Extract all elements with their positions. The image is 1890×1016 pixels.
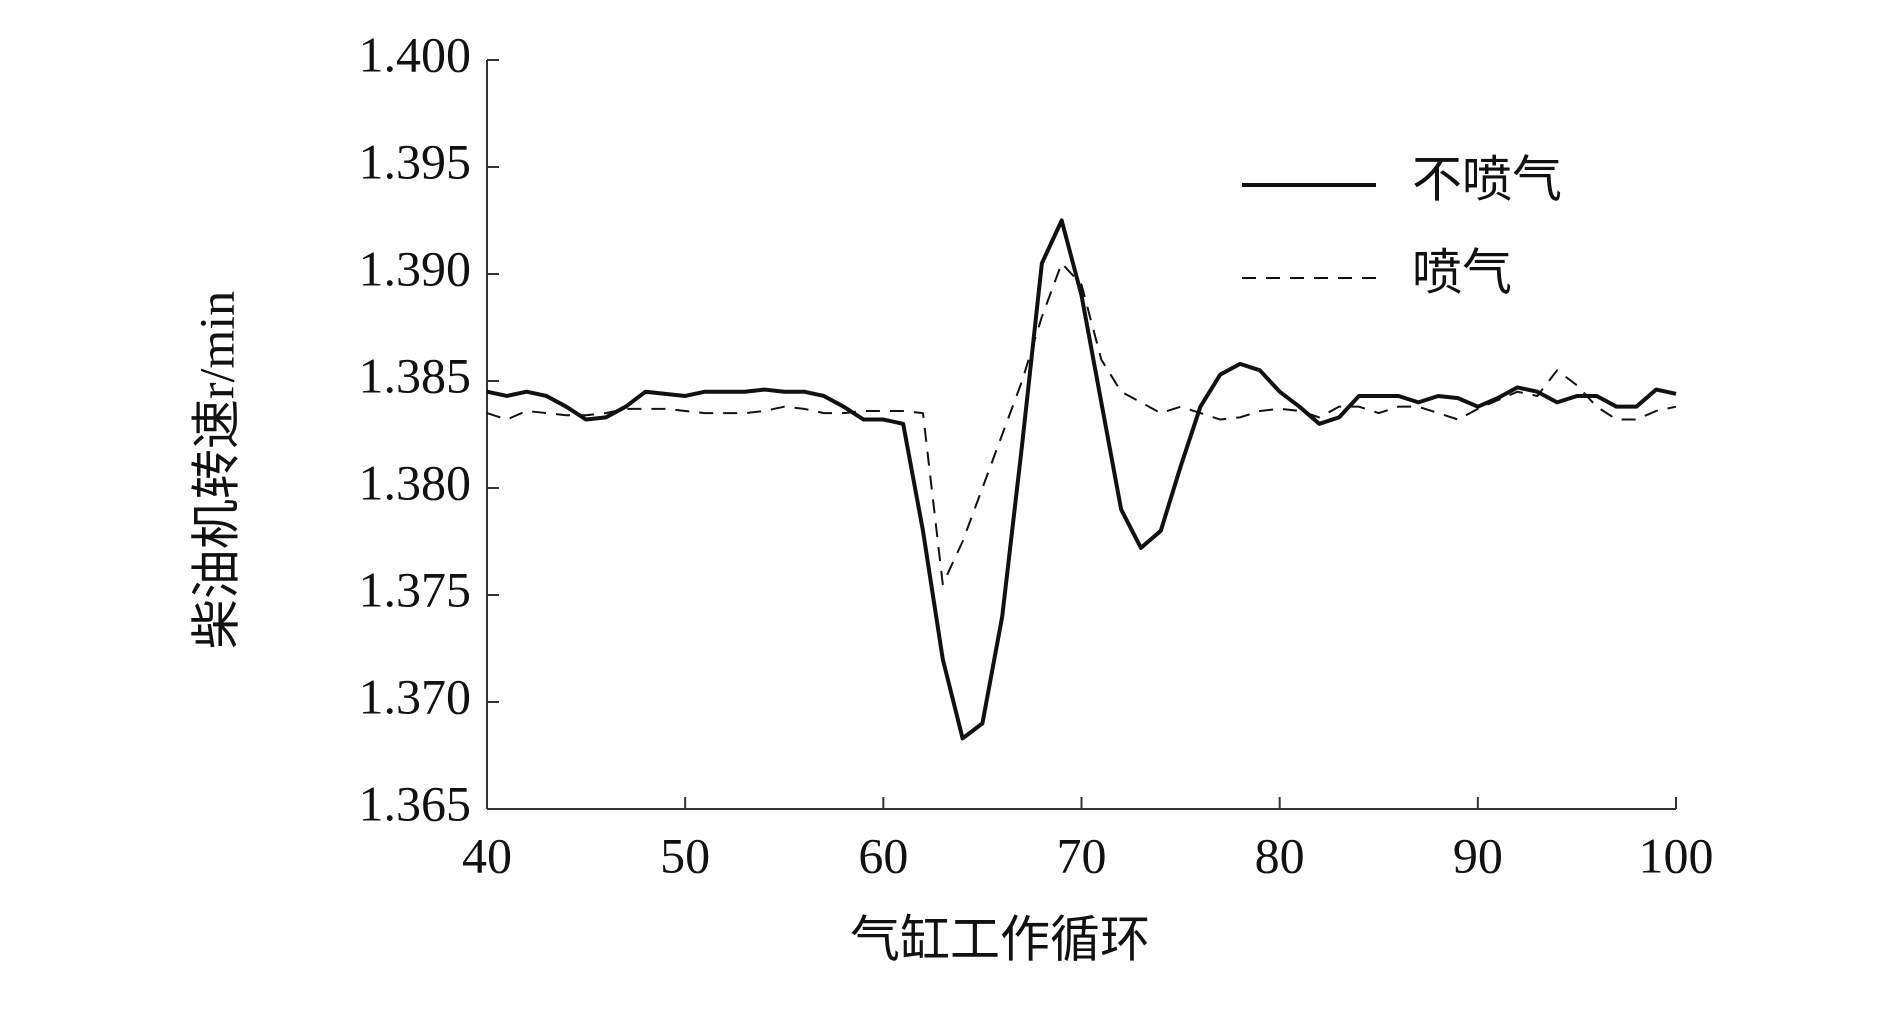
y-tick-label: 1.380 <box>359 454 472 510</box>
line-series <box>486 262 1677 586</box>
x-tick-label: 100 <box>1639 827 1714 883</box>
y-tick-label: 1.370 <box>359 668 472 724</box>
y-axis-label: 柴油机转速r/min <box>188 291 244 649</box>
x-tick-label: 70 <box>1057 827 1107 883</box>
y-tick-label: 1.400 <box>359 26 472 82</box>
legend-label: 喷气 <box>1412 244 1512 300</box>
legend-label: 不喷气 <box>1412 151 1562 207</box>
y-tick-label: 1.390 <box>359 240 472 296</box>
x-tick-label: 40 <box>462 827 512 883</box>
x-tick-label: 80 <box>1255 827 1305 883</box>
x-tick-label: 90 <box>1453 827 1503 883</box>
y-tick-label: 1.385 <box>359 347 472 403</box>
y-tick-label: 1.375 <box>359 561 472 617</box>
x-tick-label: 50 <box>660 827 710 883</box>
x-axis-label: 气缸工作循环 <box>850 911 1150 967</box>
y-tick-label: 1.365 <box>359 775 472 831</box>
x-tick-label: 60 <box>858 827 908 883</box>
y-tick-label: 1.395 <box>359 133 472 189</box>
line-series <box>486 218 1677 741</box>
